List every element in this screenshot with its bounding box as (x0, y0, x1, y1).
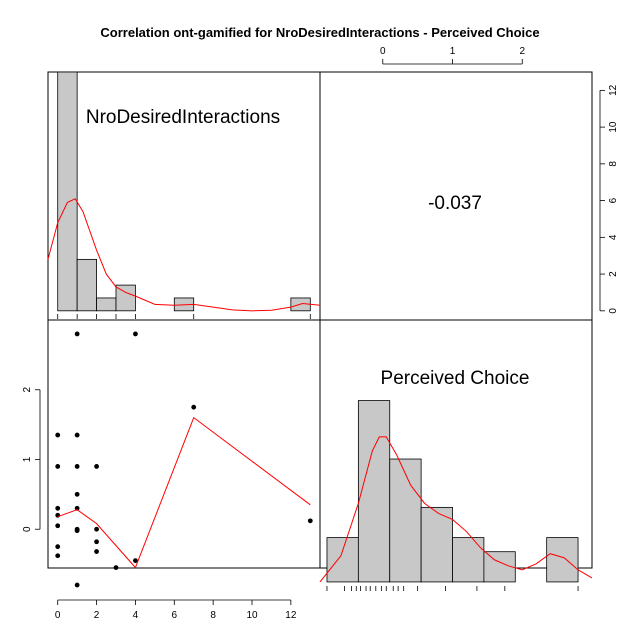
x-tick-label-5: 8 (210, 610, 216, 621)
right-tick-label-5: 8 (608, 161, 619, 167)
hist-bar-nro-1 (57, 71, 78, 312)
hist-bar-nro-2 (76, 258, 97, 312)
top-tick-label-3: 2 (519, 46, 525, 57)
correlation-value: -0.037 (428, 193, 482, 214)
hist-bar-choice-4 (420, 506, 453, 583)
panels (47, 71, 593, 569)
right-tick-label-6: 10 (608, 121, 619, 133)
hist-bar-nro-3 (96, 297, 117, 312)
panel-label-nro: NroDesiredInteractions (86, 107, 280, 128)
hist-bar-nro-4 (115, 284, 136, 312)
right-tick-label-4: 6 (608, 197, 619, 203)
scatter-point-1 (55, 432, 61, 438)
scatter-point-10 (74, 464, 80, 469)
hist-bar-choice-3 (389, 458, 422, 583)
scatter-point-21 (133, 331, 138, 337)
x-tick-label-2: 2 (94, 610, 100, 621)
x-tick-label-1: 0 (55, 610, 61, 621)
density-curve-nro (47, 198, 321, 312)
chart-marks (47, 71, 593, 591)
smooth-line (57, 416, 311, 569)
hist-bar-choice-5 (452, 537, 485, 583)
scatter-point-9 (74, 432, 80, 438)
right-tick-label-1: 0 (608, 308, 619, 314)
scatter-point-17 (94, 526, 99, 532)
hist-bar-choice-2 (357, 400, 391, 583)
scatter-point-22 (133, 558, 138, 564)
scatter-point-5 (55, 523, 61, 529)
right-tick-label-2: 2 (608, 271, 619, 277)
x-tick-label-6: 10 (246, 610, 258, 621)
scatter-point-18 (94, 539, 99, 545)
panel-label-choice: Perceived Choice (381, 368, 530, 389)
x-tick-label-4: 6 (172, 610, 178, 621)
density-curve-choice (319, 436, 593, 583)
y-tick-label-1: 0 (22, 526, 33, 532)
scatter-point-14 (74, 528, 80, 534)
scatter-point-2 (55, 464, 61, 469)
hist-bar-choice-8 (546, 537, 579, 583)
scatter-point-8 (74, 331, 80, 337)
scatter-point-7 (55, 553, 61, 559)
chart-title: Correlation ont-gamified for NroDesiredI… (100, 25, 539, 40)
scatter-point-11 (74, 491, 80, 497)
scatter-point-15 (74, 582, 80, 588)
right-tick-label-3: 4 (608, 234, 619, 240)
scatter-point-12 (74, 505, 80, 511)
scatter-point-24 (307, 518, 313, 524)
scatter-point-19 (94, 549, 99, 554)
y-tick-label-3: 2 (22, 387, 33, 393)
top-tick-label-2: 1 (450, 46, 456, 57)
scatter-point-3 (55, 505, 61, 511)
hist-bar-choice-1 (326, 537, 359, 583)
y-tick-label-2: 1 (22, 456, 33, 462)
scatter-point-4 (55, 512, 61, 518)
scatter-point-6 (55, 544, 61, 550)
x-tick-label-3: 4 (133, 610, 139, 621)
scatter-point-23 (191, 404, 197, 410)
x-tick-label-7: 12 (285, 610, 297, 621)
scatter-point-20 (113, 565, 119, 570)
top-tick-label-1: 0 (380, 46, 386, 57)
right-tick-label-7: 12 (608, 84, 619, 96)
scatter-point-16 (94, 464, 99, 469)
